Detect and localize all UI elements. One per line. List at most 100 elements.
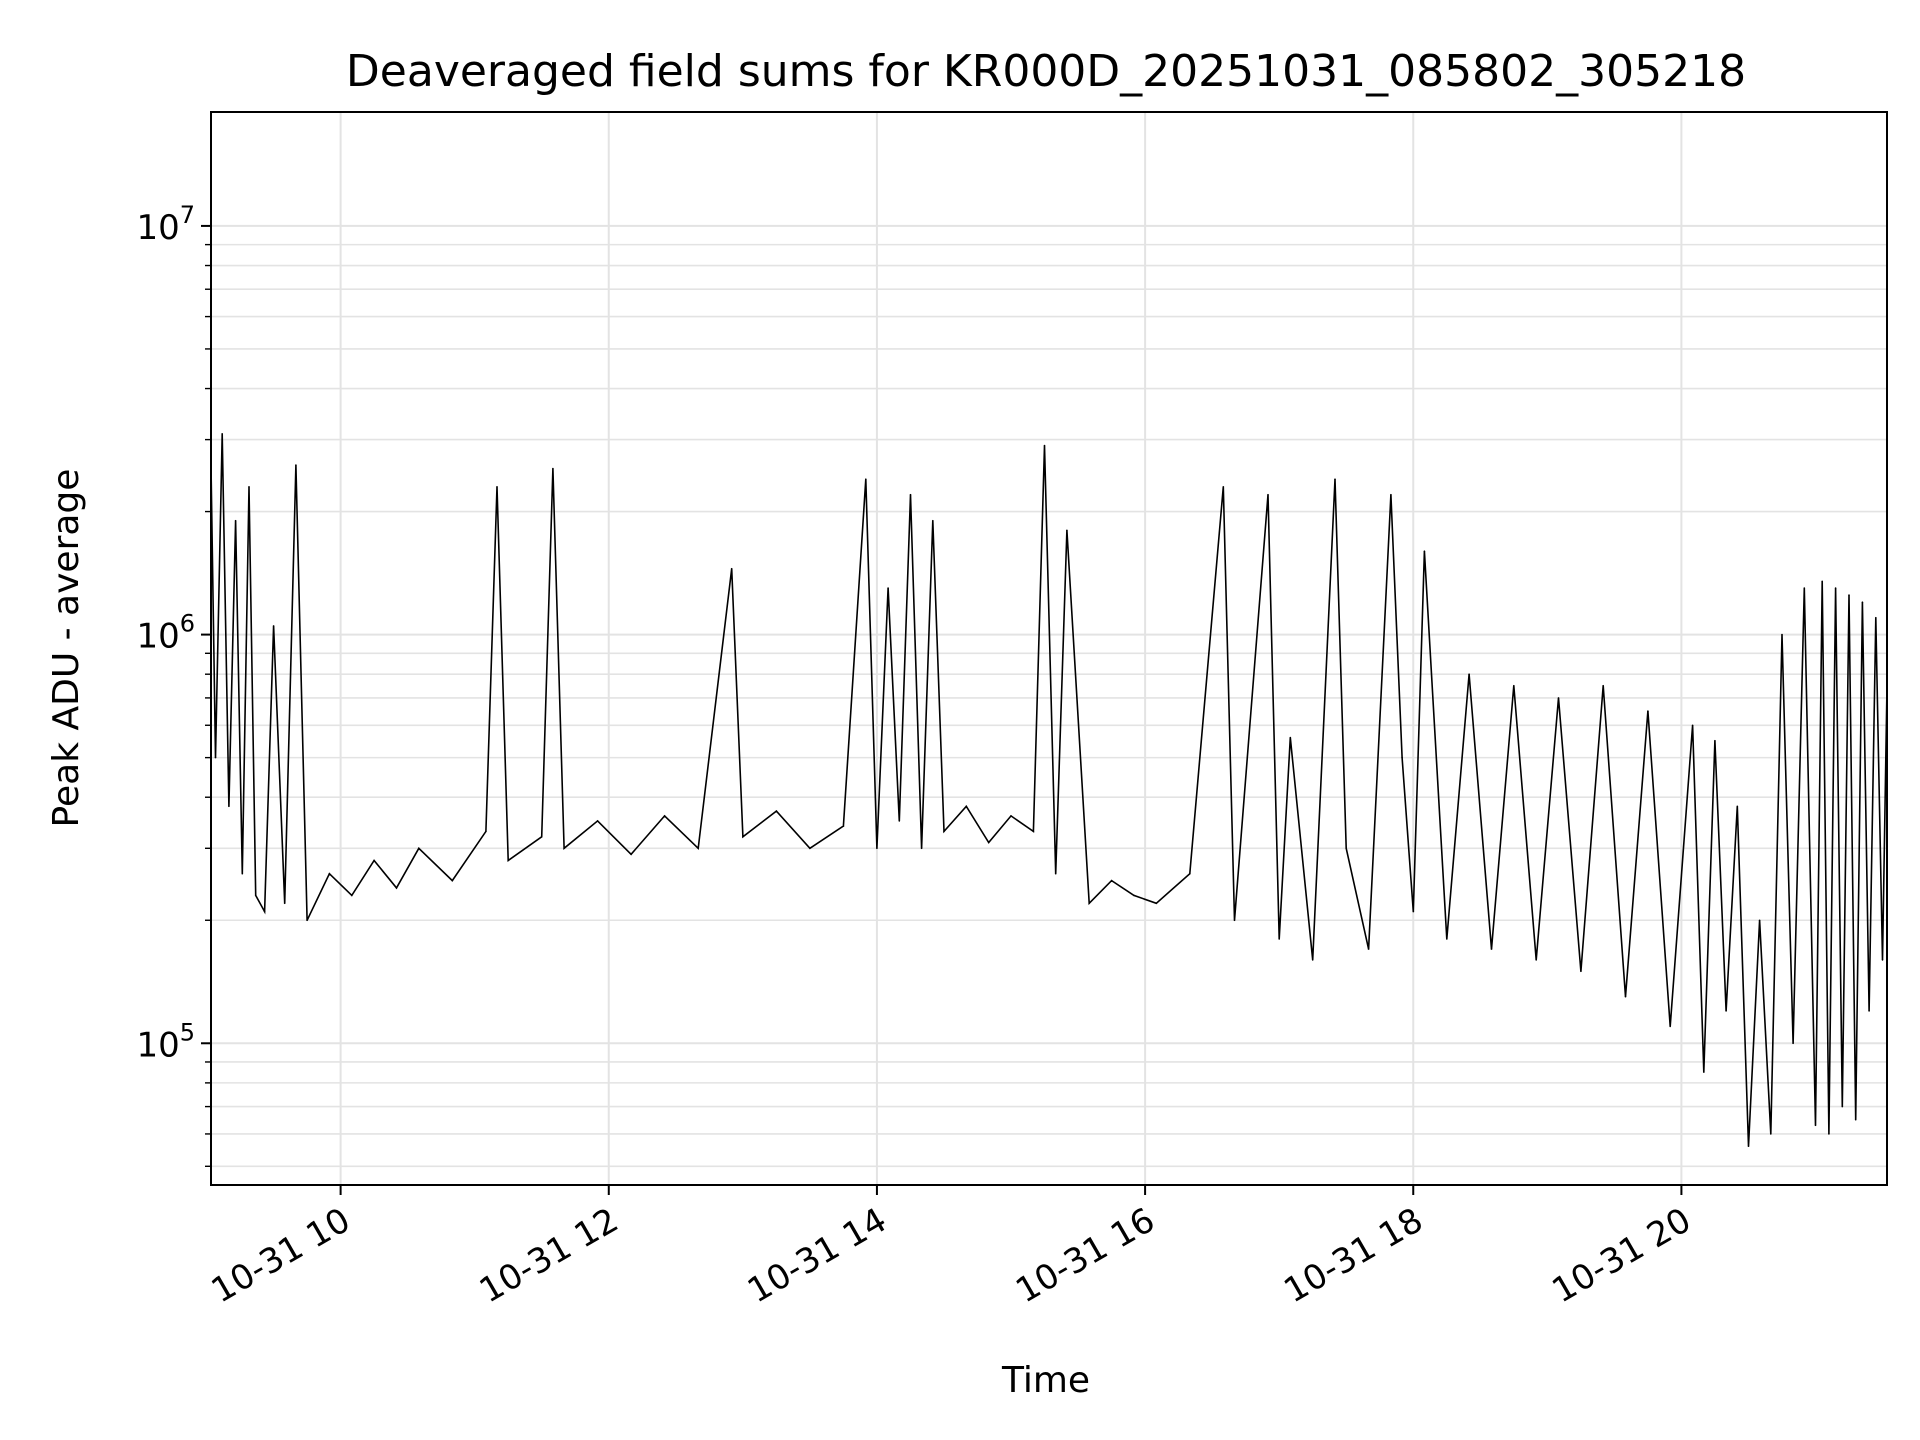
series-point [1703,1071,1705,1073]
series-point [1490,948,1493,950]
series-point [1110,879,1113,882]
series-point [221,433,223,435]
series-point [1513,684,1515,687]
series-point [1834,587,1837,589]
series-point [1803,587,1806,589]
series-point [563,847,565,850]
series-point [865,478,867,481]
series-point [1725,1010,1727,1012]
series-point [1747,1145,1750,1147]
series-point [1781,633,1783,636]
series-point [663,815,666,817]
series-point [1854,1118,1857,1121]
series-point [540,836,543,838]
series-point [1736,805,1739,808]
series-point [1043,444,1046,447]
series-point [1289,736,1292,739]
series-point [1345,847,1347,850]
series-point [1032,830,1035,833]
series-point [909,493,912,496]
series-point [228,805,230,808]
series-point [775,810,778,812]
series-point [876,847,878,850]
series-point [418,847,420,850]
series-point [630,853,632,856]
series-point [485,830,487,833]
x-axis-label: Time [1001,1360,1090,1401]
series-point [943,830,945,833]
series-point [254,894,257,897]
series-point [1580,970,1582,973]
chart-title: Deaveraged field sums for KR000D_2025103… [346,46,1746,97]
series-point [1446,938,1448,940]
series-point [283,902,286,905]
series-point [1821,580,1823,583]
series-point [1714,739,1716,742]
series-point [272,625,275,627]
series-point [932,519,934,522]
y-axis-label: Peak ADU - average [46,469,87,828]
series-point [1189,872,1191,875]
series-point [1758,919,1761,922]
series-point [1278,938,1280,940]
series-point [1423,550,1426,552]
series-point [1155,902,1158,905]
series-point [1691,724,1694,727]
series-point [1233,919,1236,922]
series-point [1624,995,1627,998]
series-point [1222,486,1225,488]
series-point [1010,815,1012,817]
series-point [1841,1105,1844,1108]
series-point [1814,1124,1817,1127]
series-point [328,872,331,875]
series-point [1669,1025,1671,1028]
series-point [1401,756,1403,759]
series-line [211,166,1887,1147]
series-point [987,841,990,844]
series-point [496,486,498,488]
series-point [248,486,250,488]
y-tick-label: 105 [136,1018,195,1065]
series-point [596,820,599,822]
y-tick-label: 106 [136,610,195,657]
series-point [1602,684,1604,687]
series-point [1868,1010,1870,1012]
series-point [809,847,811,850]
series-point [263,910,266,913]
series-point [742,836,744,838]
series-point [351,894,353,897]
series-point [1848,594,1850,596]
series-point [965,805,968,808]
series-point [241,872,244,875]
series-point [1334,478,1336,481]
series-point [373,859,375,862]
series-point [451,879,454,882]
series-point [1468,673,1470,675]
series-point [842,825,845,827]
series-point [1054,872,1057,875]
series-point [395,887,398,889]
series-point [1875,616,1877,619]
series-point [898,820,901,822]
series-point [1267,493,1269,496]
series-point [697,847,699,850]
series-point [1088,902,1090,905]
series-layer [211,165,1887,1147]
series-point [1792,1042,1794,1045]
series-point [730,567,733,570]
series-point [887,587,889,589]
series-point [1647,710,1649,712]
y-tick-label: 107 [136,201,195,248]
series-point [552,467,554,470]
series-point [295,464,297,466]
series-point [920,847,923,850]
series-point [214,756,217,759]
series-point [1390,493,1392,496]
series-point [1861,601,1864,603]
series-point [1770,1133,1772,1135]
series-point [1367,948,1370,950]
series-point [1311,959,1314,961]
series-point [1412,910,1415,913]
